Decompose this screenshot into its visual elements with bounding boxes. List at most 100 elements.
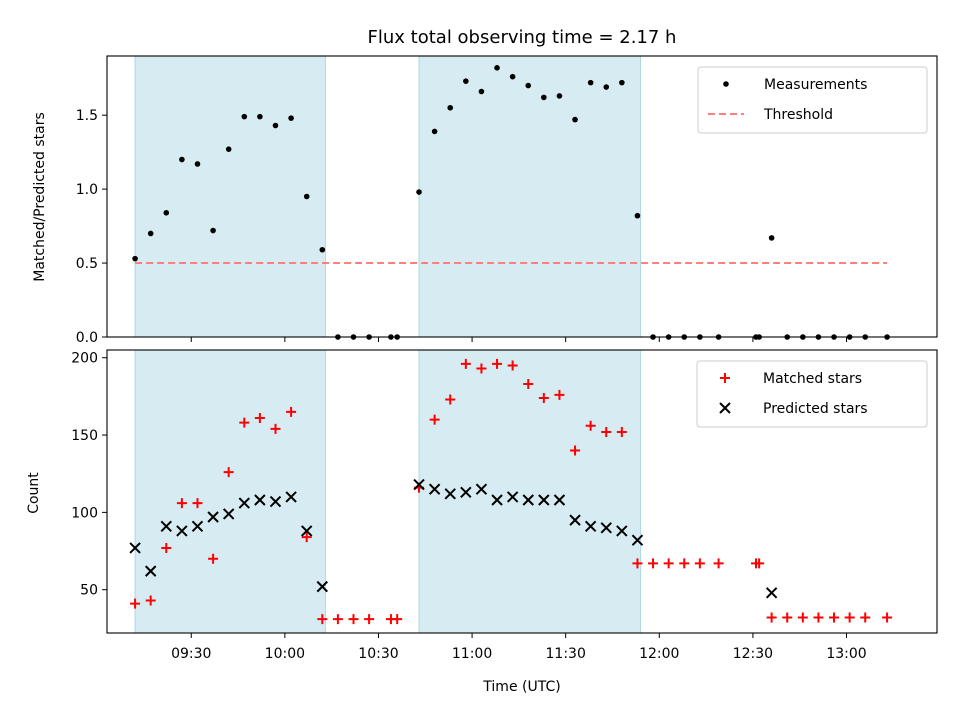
- matched-stars-point: [332, 614, 343, 625]
- observing-interval-1: [134, 55, 326, 338]
- measurement-point: [463, 78, 469, 84]
- measurement-point: [132, 255, 138, 262]
- matched-stars-point: [782, 612, 793, 623]
- matched-stars-point: [813, 612, 824, 623]
- measurement-point: [210, 227, 216, 234]
- matched-stars-point: [648, 558, 659, 569]
- y-tick-label: 200: [71, 351, 98, 367]
- matched-stars-point: [694, 558, 705, 569]
- predicted-stars-point: [584, 520, 597, 533]
- y-tick-label: 0.5: [76, 256, 98, 272]
- y-tick-label: 0.0: [76, 330, 98, 346]
- measurement-point: [509, 73, 516, 80]
- measurement-point: [603, 84, 610, 90]
- predicted-stars-point: [506, 491, 519, 503]
- x-tick-label: 10:30: [358, 646, 398, 662]
- matched-stars-point: [301, 532, 312, 543]
- measurement-point: [768, 235, 775, 241]
- predicted-stars-point: [176, 525, 188, 537]
- matched-stars-point: [445, 394, 456, 405]
- top-y-axis-label: Matched/Predicted stars: [32, 112, 48, 282]
- measurement-point: [525, 82, 532, 89]
- measurement-point: [257, 113, 263, 120]
- predicted-stars-point: [444, 488, 456, 500]
- measurement-point: [619, 79, 625, 86]
- matched-stars-point: [663, 558, 674, 569]
- predicted-stars-point: [569, 514, 581, 526]
- predicted-stars-point: [616, 525, 628, 537]
- measurement-point: [572, 116, 578, 123]
- measurement-point: [163, 209, 170, 216]
- matched-stars-point: [507, 360, 518, 371]
- matched-stars-point: [161, 542, 172, 553]
- measurement-point: [319, 246, 326, 253]
- legend-x-marker: [719, 402, 731, 414]
- matched-stars-point: [239, 417, 250, 428]
- predicted-stars-point: [522, 494, 534, 506]
- measurement-point: [447, 104, 454, 111]
- bottom-x-ticks: 09:30 10:00 10:30 11:00 11:30 12:00 12:30 13:00: [171, 633, 867, 662]
- matched-stars-point: [766, 612, 777, 623]
- matched-stars-point: [392, 614, 403, 625]
- matched-stars-point: [754, 558, 765, 569]
- x-tick-label: 09:30: [171, 646, 211, 662]
- matched-stars-point: [601, 426, 612, 437]
- matched-stars-point: [317, 614, 328, 625]
- predicted-stars-point: [285, 491, 297, 503]
- matched-stars-point: [713, 558, 724, 569]
- measurement-point: [416, 189, 422, 195]
- matched-stars-point: [145, 595, 156, 606]
- top-legend: Measurements Threshold: [697, 66, 928, 134]
- matched-stars-point: [176, 498, 187, 509]
- measurement-point: [288, 115, 294, 121]
- predicted-stars-point: [475, 483, 488, 495]
- measurement-point: [478, 88, 485, 95]
- predicted-stars-point: [553, 494, 566, 506]
- matched-stars-point: [679, 558, 690, 569]
- bottom-panel: 50 100 150 200 09:30 10:00 10:30 11:00 11:30 12:…: [26, 349, 938, 695]
- x-tick-label: 10:00: [265, 646, 305, 662]
- top-y-ticks: 0.0 0.5 1.0 1.5: [76, 108, 107, 346]
- matched-stars-point: [286, 406, 297, 417]
- legend-label: Matched stars: [763, 371, 862, 387]
- y-tick-label: 1.5: [76, 108, 98, 124]
- predicted-stars-point: [413, 478, 425, 491]
- matched-stars-point: [130, 598, 141, 609]
- matched-stars-point: [844, 612, 855, 623]
- observing-interval-2: [418, 55, 642, 338]
- predicted-stars-point: [491, 494, 503, 506]
- x-tick-label: 11:30: [546, 646, 586, 662]
- x-axis-label: Time (UTC): [482, 679, 560, 695]
- matched-stars-point: [364, 614, 375, 625]
- predicted-stars-point: [129, 542, 141, 554]
- matched-stars-point: [554, 389, 565, 400]
- matched-stars-point: [476, 363, 487, 374]
- x-tick-label: 12:30: [733, 646, 773, 662]
- legend-label: Predicted stars: [763, 401, 868, 417]
- predicted-stars-point: [538, 494, 550, 506]
- predicted-stars-point: [765, 587, 778, 599]
- predicted-stars-point: [144, 565, 157, 577]
- matched-stars-point: [860, 612, 871, 623]
- legend-label: Threshold: [763, 107, 833, 123]
- predicted-stars-point: [460, 486, 472, 498]
- legend-label: Measurements: [764, 77, 867, 93]
- matched-stars-point: [570, 445, 581, 456]
- x-tick-label: 13:00: [826, 646, 866, 662]
- predicted-stars-point: [254, 494, 266, 506]
- legend-box: [696, 360, 928, 428]
- measurement-point: [179, 156, 185, 163]
- top-panel: 0.0 0.5 1.0 1.5 Matched/Predicted stars Mea…: [32, 55, 938, 346]
- matched-stars-point: [348, 614, 359, 625]
- legend-plus-marker: [720, 373, 730, 383]
- predicted-stars-point: [207, 511, 219, 523]
- bottom-axes-frame: [106, 349, 938, 634]
- matched-stars-point: [829, 612, 840, 623]
- matched-stars-point: [223, 467, 234, 478]
- predicted-stars-point: [300, 525, 313, 537]
- matched-stars-point: [616, 426, 627, 437]
- matched-stars-point: [460, 358, 471, 369]
- predicted-stars-point: [160, 520, 172, 533]
- matched-stars-point: [270, 423, 281, 434]
